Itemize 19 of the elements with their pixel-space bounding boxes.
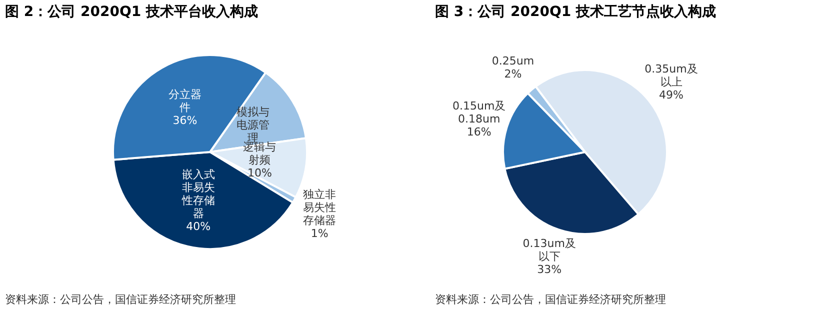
slice-label: 0.15um及0.18um [452, 100, 506, 126]
slice-label: 分立器件 [168, 88, 202, 114]
chart-title: 图 3：公司 2020Q1 技术工艺节点收入构成 [435, 4, 716, 20]
slice-label: 独立非易失性存储器 [303, 188, 336, 227]
slice-label: 0.35um及以上 [644, 62, 698, 89]
slice-label: 0.25um [492, 54, 534, 68]
data-label: 49% [659, 88, 684, 102]
data-label: 1% [310, 226, 328, 240]
data-label: 16% [466, 126, 492, 139]
data-label: 40% [186, 220, 211, 234]
slice-label: 嵌入式非易失性存储器 [180, 168, 215, 220]
data-label: 33% [537, 262, 562, 276]
data-label: 10% [247, 166, 272, 180]
chart-title: 图 2：公司 2020Q1 技术平台收入构成 [5, 4, 258, 20]
data-label: 2% [504, 67, 522, 80]
text: 资料来源：公司公告，国信证券经济研究所整理 [5, 293, 236, 306]
slice-label: 0.13um及以下 [522, 236, 576, 263]
text: 资料来源：公司公告，国信证券经济研究所整理 [435, 293, 666, 306]
data-label: 36% [172, 114, 198, 128]
